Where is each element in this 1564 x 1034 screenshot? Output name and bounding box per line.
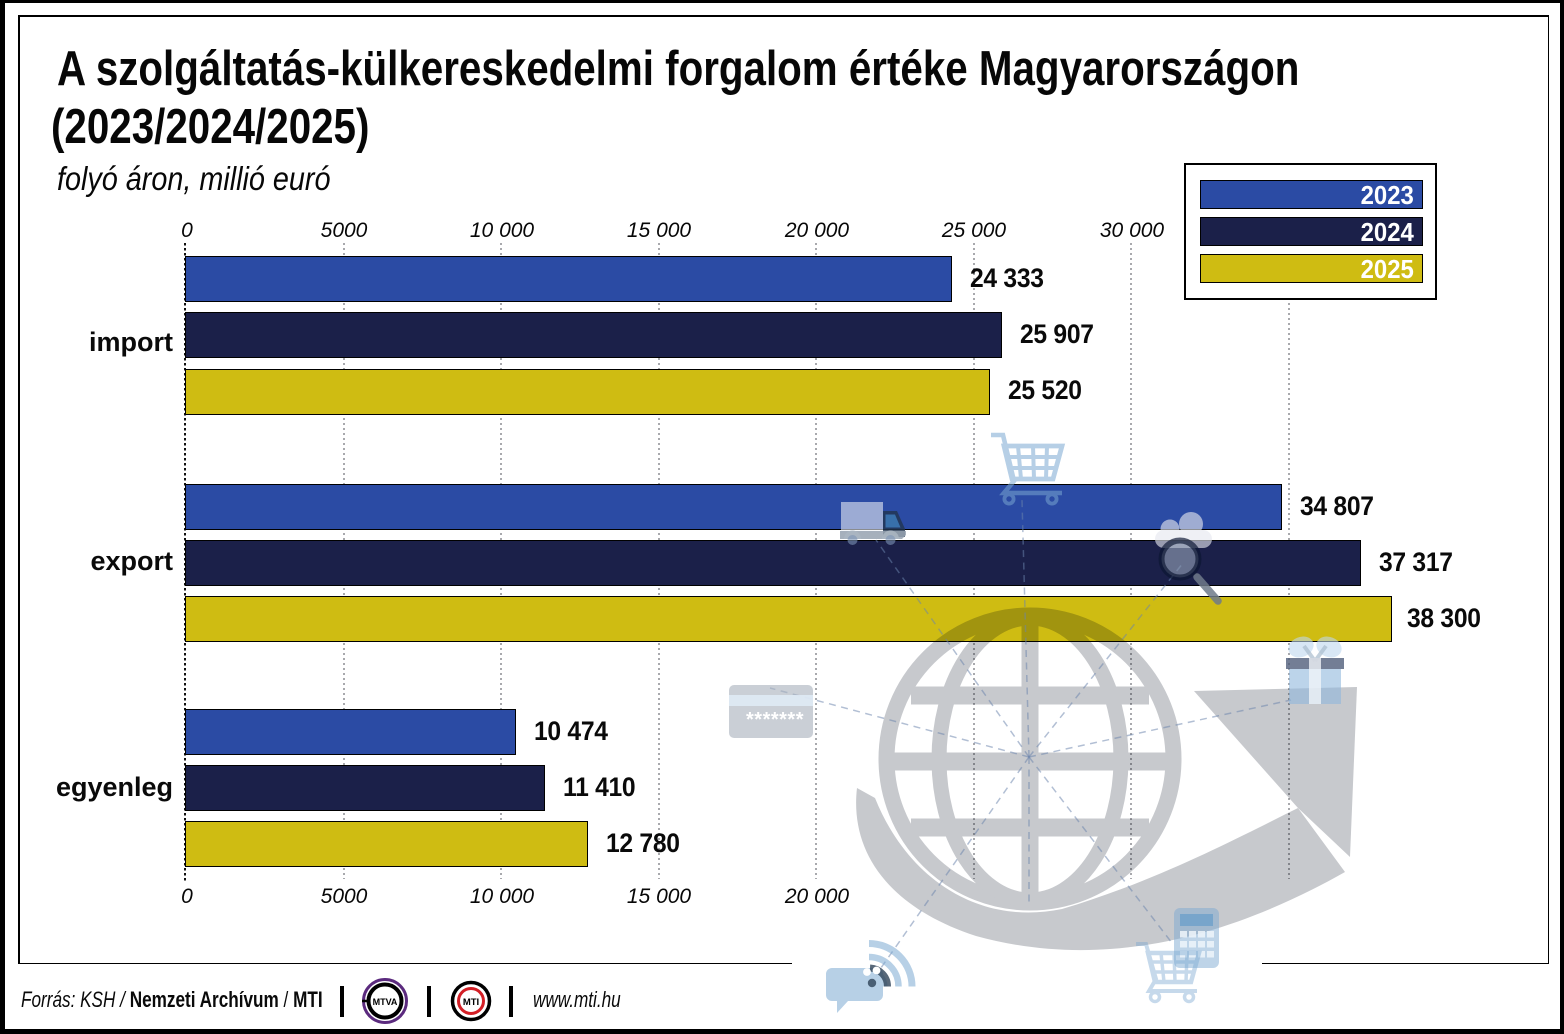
svg-text:*******: ******* [746,709,804,731]
svg-text:MTVA: MTVA [373,997,398,1007]
svg-text:MTI: MTI [463,997,479,1008]
